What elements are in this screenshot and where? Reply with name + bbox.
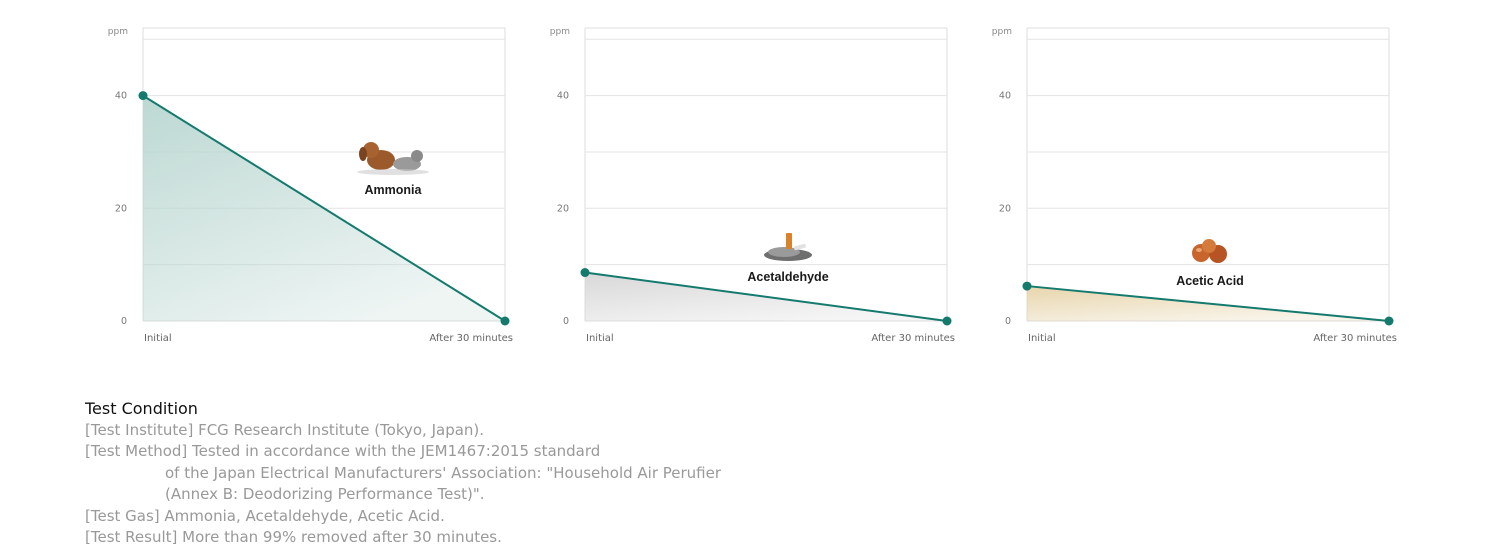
y-tick-label: 0	[1005, 316, 1011, 327]
test-method-text-annex: (Annex B: Deodorizing Performance Test)"…	[165, 485, 485, 503]
x-tick-label: After 30 minutes	[871, 333, 955, 344]
data-point	[942, 316, 952, 326]
gas-label: Ammonia	[365, 183, 423, 197]
y-tick-label: 20	[115, 203, 127, 214]
y-tick-label: 40	[999, 91, 1011, 102]
chart-panel: 0 20 40 ppm Initial After 30 minutes Acetaldeh…	[545, 0, 985, 350]
chart-panel: 0 20 40 ppm Initial After 30 minutes Ammonia	[103, 0, 543, 350]
series-line	[142, 94, 506, 322]
plot-area: 0 20 40 ppm Initial After 30 minutes Acetic Ac…	[992, 27, 1397, 344]
data-point	[1022, 281, 1032, 291]
test-condition-heading: Test Condition	[85, 399, 198, 418]
test-condition-section: Test Condition [Test Institute] FCG Rese…	[85, 398, 985, 549]
data-point	[138, 91, 148, 101]
dog-and-cat-icon	[357, 142, 429, 175]
data-point	[580, 268, 590, 278]
test-method-text: [Test Method] Tested in accordance with …	[85, 442, 601, 460]
test-gas-text: [Test Gas] Ammonia, Acetaldehyde, Acetic…	[85, 506, 445, 525]
test-result-text: [Test Result] More than 99% removed afte…	[85, 528, 502, 546]
y-tick-label: 40	[557, 91, 569, 102]
series-line	[1026, 285, 1390, 322]
plot-area: 0 20 40 ppm Initial After 30 minutes Acetaldeh…	[550, 27, 955, 344]
y-tick-label: 20	[557, 203, 569, 214]
y-tick-label: 0	[121, 316, 127, 327]
chart-svg: 0 20 40 ppm Initial After 30 minutes Acetaldeh…	[550, 27, 955, 344]
data-point	[500, 316, 510, 326]
y-unit-label: ppm	[108, 27, 128, 37]
chart-panel: 0 20 40 ppm Initial After 30 minutes Acetic Ac…	[987, 0, 1427, 350]
pickled-plums-icon	[1192, 239, 1227, 263]
data-point	[1384, 316, 1394, 326]
y-tick-label: 0	[563, 316, 569, 327]
cigarette-butts-icon	[764, 233, 812, 261]
chart-svg: 0 20 40 ppm Initial After 30 minutes Acetic Ac…	[992, 27, 1397, 344]
chart-svg: 0 20 40 ppm Initial After 30 minutes Ammonia	[108, 27, 513, 344]
x-tick-label: After 30 minutes	[429, 333, 513, 344]
test-institute-text: [Test Institute] FCG Research Institute …	[85, 420, 485, 439]
x-tick-label: After 30 minutes	[1313, 333, 1397, 344]
test-method-text-continued: of the Japan Electrical Manufacturers' A…	[165, 463, 722, 482]
plot-area: 0 20 40 ppm Initial After 30 minutes Ammonia	[108, 27, 513, 344]
y-unit-label: ppm	[550, 27, 570, 37]
y-tick-label: 40	[115, 91, 127, 102]
x-tick-label: Initial	[144, 333, 172, 344]
y-unit-label: ppm	[992, 27, 1012, 37]
y-tick-label: 20	[999, 203, 1011, 214]
x-tick-label: Initial	[1028, 333, 1056, 344]
gas-label: Acetic Acid	[1176, 274, 1244, 288]
gas-label: Acetaldehyde	[747, 270, 828, 284]
x-tick-label: Initial	[586, 333, 614, 344]
series-line	[584, 271, 948, 322]
